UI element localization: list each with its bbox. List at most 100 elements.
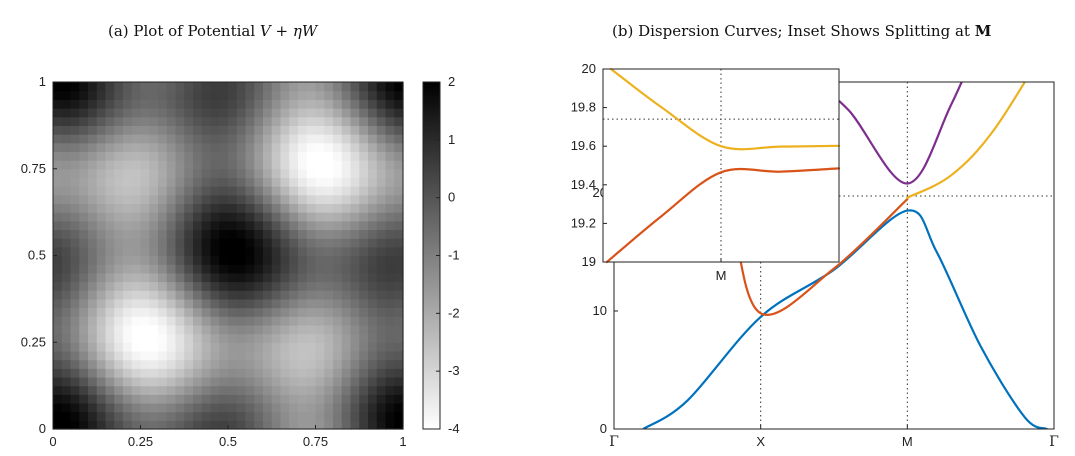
heatmap-cell (306, 376, 317, 387)
heatmap-cell (96, 272, 107, 283)
heatmap-cell (184, 411, 194, 421)
heatmap-cell (193, 168, 203, 179)
heatmap-cell (105, 238, 115, 248)
y-tick-label: 0.75 (21, 161, 46, 176)
heatmap-cell (350, 125, 360, 135)
heatmap-cell (359, 298, 369, 309)
heatmap-cell (140, 376, 150, 387)
heatmap-cell (149, 116, 159, 126)
heatmap-cell (70, 177, 80, 187)
heatmap-cell (105, 402, 115, 413)
heatmap-cell (88, 402, 98, 413)
heatmap-cell (289, 134, 299, 144)
heatmap-cell (394, 151, 404, 161)
heatmap-cell (123, 298, 133, 309)
heatmap-cell (333, 359, 343, 369)
heatmap-cell (61, 82, 72, 92)
heatmap-cell (79, 151, 89, 161)
heatmap-cell (140, 350, 150, 361)
heatmap-cell (280, 394, 290, 404)
heatmap-cell (245, 376, 255, 387)
heatmap-cell (245, 394, 255, 404)
heatmap-cell (324, 281, 334, 291)
heatmap-cell (333, 108, 343, 118)
heatmap-cell (298, 316, 308, 326)
heatmap-cell (315, 368, 325, 378)
heatmap-cell (193, 186, 203, 196)
heatmap-cell (324, 134, 334, 144)
heatmap-cell (114, 160, 124, 170)
heatmap-cell (280, 82, 290, 92)
heatmap-cell (61, 108, 72, 118)
heatmap-cell (289, 290, 299, 300)
heatmap-cell (368, 272, 378, 283)
heatmap-cell (140, 108, 150, 118)
heatmap-cell (263, 151, 273, 161)
heatmap-cell (368, 385, 378, 395)
heatmap-cell (263, 350, 273, 361)
heatmap-cell (359, 116, 369, 126)
heatmap-cell (298, 264, 308, 274)
heatmap-cell (96, 411, 107, 421)
heatmap-cell (140, 116, 150, 126)
heatmap-cell (341, 281, 352, 291)
heatmap-cell (324, 333, 334, 343)
heatmap-cell (306, 125, 317, 135)
heatmap-cell (324, 194, 334, 205)
heatmap-cell (114, 194, 124, 205)
heatmap-cell (359, 316, 369, 326)
heatmap-cell (210, 160, 220, 170)
heatmap-cell (306, 402, 317, 413)
heatmap-cell (359, 99, 369, 109)
heatmap-cell (271, 298, 282, 309)
heatmap-cell (70, 116, 80, 126)
heatmap-cell (131, 134, 142, 144)
heatmap-cell (280, 359, 290, 369)
heatmap-cell (79, 220, 89, 231)
heatmap-cell (368, 177, 378, 187)
heatmap-cell (289, 394, 299, 404)
heatmap-cell (53, 194, 63, 205)
heatmap-cell (123, 177, 133, 187)
heatmap-cell (385, 90, 395, 100)
heatmap-cell (105, 108, 115, 118)
heatmap-cell (245, 307, 255, 317)
heatmap-cell (105, 324, 115, 335)
heatmap-cell (96, 307, 107, 317)
heatmap-cell (114, 376, 124, 387)
heatmap-cell (289, 281, 299, 291)
heatmap-cell (385, 134, 395, 144)
heatmap-cell (184, 151, 194, 161)
heatmap-cell (263, 307, 273, 317)
heatmap-cell (53, 90, 63, 100)
heatmap-cell (158, 376, 168, 387)
heatmap-cell (96, 394, 107, 404)
heatmap-cell (61, 116, 72, 126)
heatmap-cell (61, 394, 72, 404)
heatmap-cell (158, 272, 168, 283)
heatmap-cell (105, 116, 115, 126)
heatmap-cell (298, 385, 308, 395)
heatmap-cell (315, 359, 325, 369)
heatmap-cell (289, 402, 299, 413)
heatmap-cell (385, 333, 395, 343)
heatmap-cell (193, 142, 203, 152)
panel-b-title: (b) Dispersion Curves; Inset Shows Split… (612, 22, 991, 40)
heatmap-cell (88, 316, 98, 326)
heatmap-cell (298, 368, 308, 378)
heatmap-cell (228, 246, 238, 257)
heatmap-cell (298, 290, 308, 300)
heatmap-cell (88, 160, 98, 170)
heatmap-cell (306, 168, 317, 179)
heatmap-cell (201, 368, 212, 378)
heatmap-cell (333, 151, 343, 161)
heatmap-cell (79, 376, 89, 387)
heatmap-cell (341, 307, 352, 317)
heatmap-cell (79, 82, 89, 92)
heatmap-cell (53, 290, 63, 300)
heatmap-cell (350, 420, 360, 430)
heatmap-cell (201, 281, 212, 291)
heatmap-cell (123, 246, 133, 257)
heatmap-cell (105, 177, 115, 187)
heatmap-cell (254, 368, 264, 378)
